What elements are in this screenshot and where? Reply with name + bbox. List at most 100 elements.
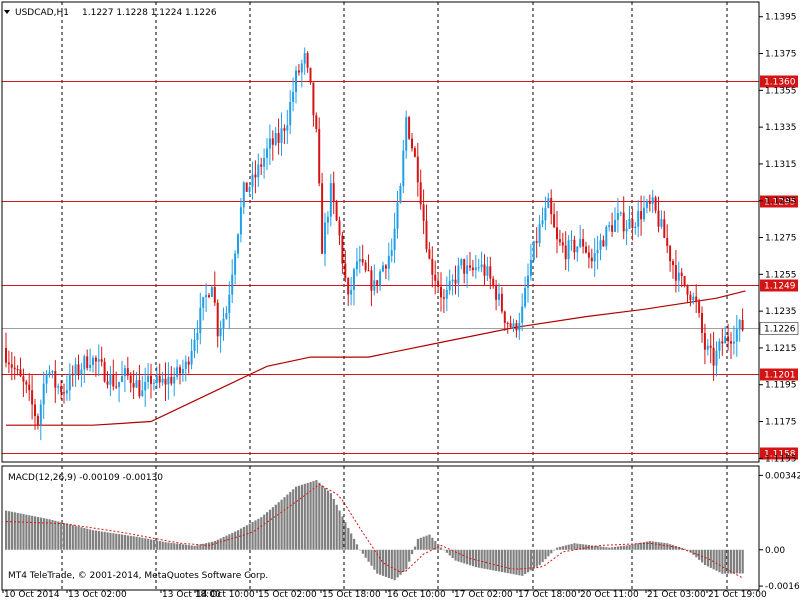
macd-bar-169 (495, 549, 498, 571)
macd-bar-244 (712, 549, 715, 570)
candle-body-238 (695, 296, 698, 302)
macd-bar-31 (94, 530, 98, 550)
macd-bar-129 (379, 549, 382, 575)
macd-bar-20 (63, 522, 66, 550)
macd-bar-166 (486, 549, 489, 570)
candle-body-104 (306, 53, 309, 68)
macd-bar-85 (251, 522, 254, 550)
current-price-label: 1.1226 (764, 325, 796, 335)
macd-bar-134 (393, 549, 396, 581)
macd-bar-127 (373, 549, 376, 570)
macd-bar-21 (65, 523, 69, 550)
macd-bar-243 (709, 549, 712, 568)
candle-body-123 (361, 258, 364, 263)
candle-body-243 (709, 345, 712, 348)
macd-bar-253 (738, 549, 741, 574)
time-tick-label-9: 20 Oct 11:00 (580, 590, 639, 600)
level-tag-1 (760, 195, 798, 208)
candle-body-216 (631, 218, 634, 229)
macd-bar-95 (280, 499, 283, 550)
macd-bar-114 (335, 504, 338, 550)
macd-bar-69 (205, 543, 208, 550)
candle-body-101 (297, 70, 300, 73)
candle-body-231 (674, 265, 677, 281)
candle-body-225 (657, 210, 660, 227)
candle-body-201 (587, 252, 590, 258)
candle-body-108 (318, 128, 321, 184)
macd-signal (5, 483, 743, 579)
macd-bar-154 (451, 549, 454, 559)
candle-body-176 (515, 323, 518, 331)
menu-triangle-icon[interactable] (4, 10, 10, 14)
candle-body-87 (257, 164, 260, 178)
macd-bar-160 (469, 549, 472, 566)
macd-bar-211 (616, 546, 620, 550)
macd-bar-171 (500, 549, 504, 573)
candle-body-235 (686, 285, 689, 295)
macd-bar-117 (344, 522, 347, 550)
macd-bar-205 (599, 546, 602, 550)
macd-bar-183 (535, 549, 538, 567)
candle-body-166 (486, 266, 489, 276)
candle-body-133 (390, 250, 393, 256)
candle-body-217 (634, 226, 637, 229)
candle-body-53 (158, 375, 161, 383)
macd-bar-106 (312, 481, 315, 550)
macd-bar-43 (129, 535, 132, 550)
macd-bar-237 (692, 549, 695, 555)
candle-body-116 (341, 235, 344, 264)
macd-bar-74 (219, 538, 222, 550)
level-tag-2 (760, 279, 798, 292)
candle-body-187 (547, 197, 550, 208)
candle-body-122 (358, 258, 361, 262)
candle-body-152 (445, 289, 448, 299)
horizontal-levels: 1.1360 1.1295 1.1249 1.1201 1.1158 1.1226 (2, 75, 799, 460)
symbol-title: USDCAD,H1 (15, 8, 69, 18)
time-tick-label-11: 21 Oct 19:00 (708, 590, 767, 600)
candle-body-226 (660, 219, 663, 227)
candle-body-93 (274, 133, 277, 145)
candle-body-207 (605, 226, 608, 247)
candle-body-97 (286, 125, 289, 131)
macd-bar-176 (515, 549, 518, 575)
candle-body-52 (155, 375, 158, 383)
macd-bar-217 (634, 543, 637, 550)
candle-body-69 (205, 295, 208, 298)
macd-bar-136 (399, 549, 402, 575)
candle-body-75 (222, 318, 225, 329)
macd-bar-118 (347, 528, 350, 550)
candle-body-63 (187, 361, 190, 365)
macd-bar-1 (7, 511, 11, 550)
macd-bar-99 (292, 489, 295, 550)
macd-bar-2 (10, 511, 13, 550)
candle-body-172 (503, 311, 506, 323)
macd-bar-170 (498, 549, 501, 572)
candle-body-120 (353, 269, 355, 291)
macd-bar-75 (222, 536, 225, 550)
candle-body-82 (242, 182, 245, 208)
candle-body-20 (63, 392, 65, 394)
macd-bar-215 (628, 544, 631, 550)
price-tick-label-3: 1.1335 (765, 123, 797, 133)
macd-bar-90 (266, 512, 269, 550)
macd-tick-label-1: 0.00 (765, 546, 785, 556)
macd-bar-27 (83, 528, 86, 550)
macd-bar-17 (54, 520, 57, 550)
macd-bar-251 (732, 549, 736, 574)
macd-bar-195 (570, 543, 573, 550)
candle-body-84 (248, 186, 251, 192)
macd-bar-152 (445, 549, 448, 553)
candle-body-162 (474, 267, 477, 271)
macd-bar-213 (622, 545, 625, 550)
candle-body-224 (654, 197, 657, 211)
candle-body-28 (86, 356, 89, 368)
macd-bar-252 (735, 549, 738, 574)
candle-body-138 (405, 117, 408, 151)
price-tick-label-12: 1.1155 (765, 454, 797, 464)
macd-bar-248 (724, 549, 727, 574)
candle-body-46 (138, 380, 141, 397)
candle-body-143 (419, 182, 422, 205)
macd-bar-168 (492, 549, 495, 571)
macd-bar-231 (674, 546, 678, 550)
candle-body-249 (727, 336, 730, 342)
